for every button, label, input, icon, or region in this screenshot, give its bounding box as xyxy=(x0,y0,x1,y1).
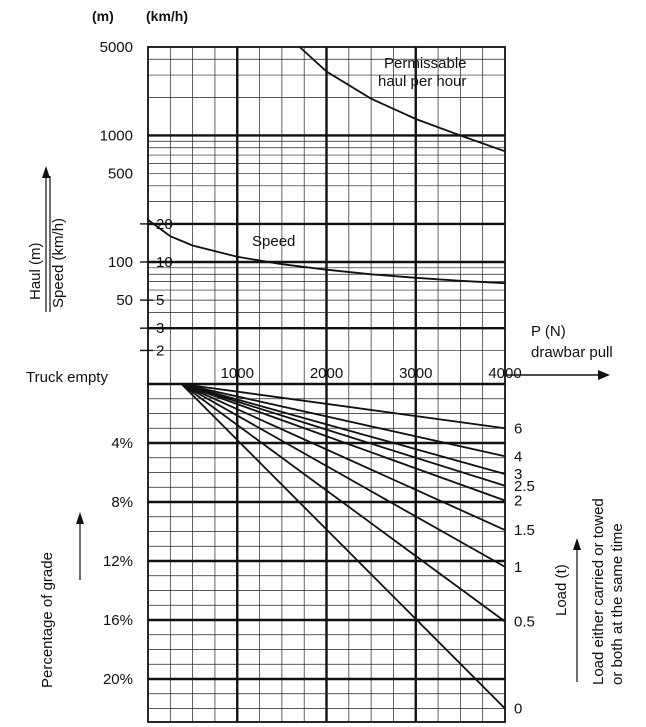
x-tick-label: 1000 xyxy=(221,365,254,382)
haul-tick-label: 1000 xyxy=(100,127,133,144)
load-line-label: 3 xyxy=(514,466,522,483)
load-line xyxy=(181,383,506,487)
load-line-label: 4 xyxy=(514,448,522,465)
load-line xyxy=(181,383,506,458)
speed-axis-label: Speed (km/h) xyxy=(50,218,67,308)
grade-tick-label: 16% xyxy=(103,612,133,629)
x-axis-label-line1: P (N) xyxy=(531,323,566,340)
haul-tick-label: 500 xyxy=(108,166,133,183)
load-line-label: 1.5 xyxy=(514,522,535,539)
load-axis-sub-label-2: or both at the same time xyxy=(609,523,626,685)
load-axis-label: Load (t) xyxy=(553,564,570,616)
x-tick-label: 4000 xyxy=(488,365,521,382)
grade-axis-label: Percentage of grade xyxy=(39,552,56,688)
load-line-label: 6 xyxy=(514,420,522,437)
speed-curve-label: Speed xyxy=(252,233,295,250)
speed-tick-label: 5 xyxy=(156,292,164,309)
load-line xyxy=(180,383,506,710)
speed-tick-label: 3 xyxy=(156,320,164,337)
haul-unit-label: (m) xyxy=(92,8,114,24)
load-line xyxy=(181,383,506,502)
x-axis-arrow xyxy=(505,370,610,380)
truck-empty-label: Truck empty xyxy=(26,369,108,386)
haul-tick-label: 100 xyxy=(108,254,133,271)
load-line xyxy=(181,383,506,430)
grade-tick-label: 8% xyxy=(111,494,133,511)
load-line xyxy=(181,383,506,568)
grade-tick-label: 4% xyxy=(111,435,133,452)
load-line-label: 0 xyxy=(514,701,522,718)
speed-tick-label: 10 xyxy=(156,254,173,271)
haul-axis-label: Haul (m) xyxy=(27,242,44,300)
grade-tick-label: 12% xyxy=(103,553,133,570)
x-tick-label: 3000 xyxy=(399,365,432,382)
load-line-label: 2 xyxy=(514,493,522,510)
x-tick-label: 2000 xyxy=(310,365,343,382)
haul-tick-label: 5000 xyxy=(100,39,133,56)
grade-tick-label: 20% xyxy=(103,671,133,688)
load-line xyxy=(180,383,506,623)
speed-tick-label: 20 xyxy=(156,216,173,233)
speed-unit-label: (km/h) xyxy=(146,8,188,24)
load-line xyxy=(181,383,506,475)
speed-curve xyxy=(147,219,506,285)
load-line xyxy=(181,383,506,531)
haul-curve-label-line1: Permissable xyxy=(384,55,467,72)
grid xyxy=(147,46,506,723)
load-axis-sub-label-1: Load either carried or towed xyxy=(590,498,607,685)
speed-tick-label: 2 xyxy=(156,342,164,359)
load-line-label: 2.5 xyxy=(514,478,535,495)
haul-tick-label: 50 xyxy=(116,292,133,309)
load-line-label: 0.5 xyxy=(514,613,535,630)
load-line-label: 1 xyxy=(514,559,522,576)
haul-curve xyxy=(299,46,506,153)
x-axis-label-line2: drawbar pull xyxy=(531,344,613,361)
haul-curve-label-line2: haul per hour xyxy=(378,73,466,90)
